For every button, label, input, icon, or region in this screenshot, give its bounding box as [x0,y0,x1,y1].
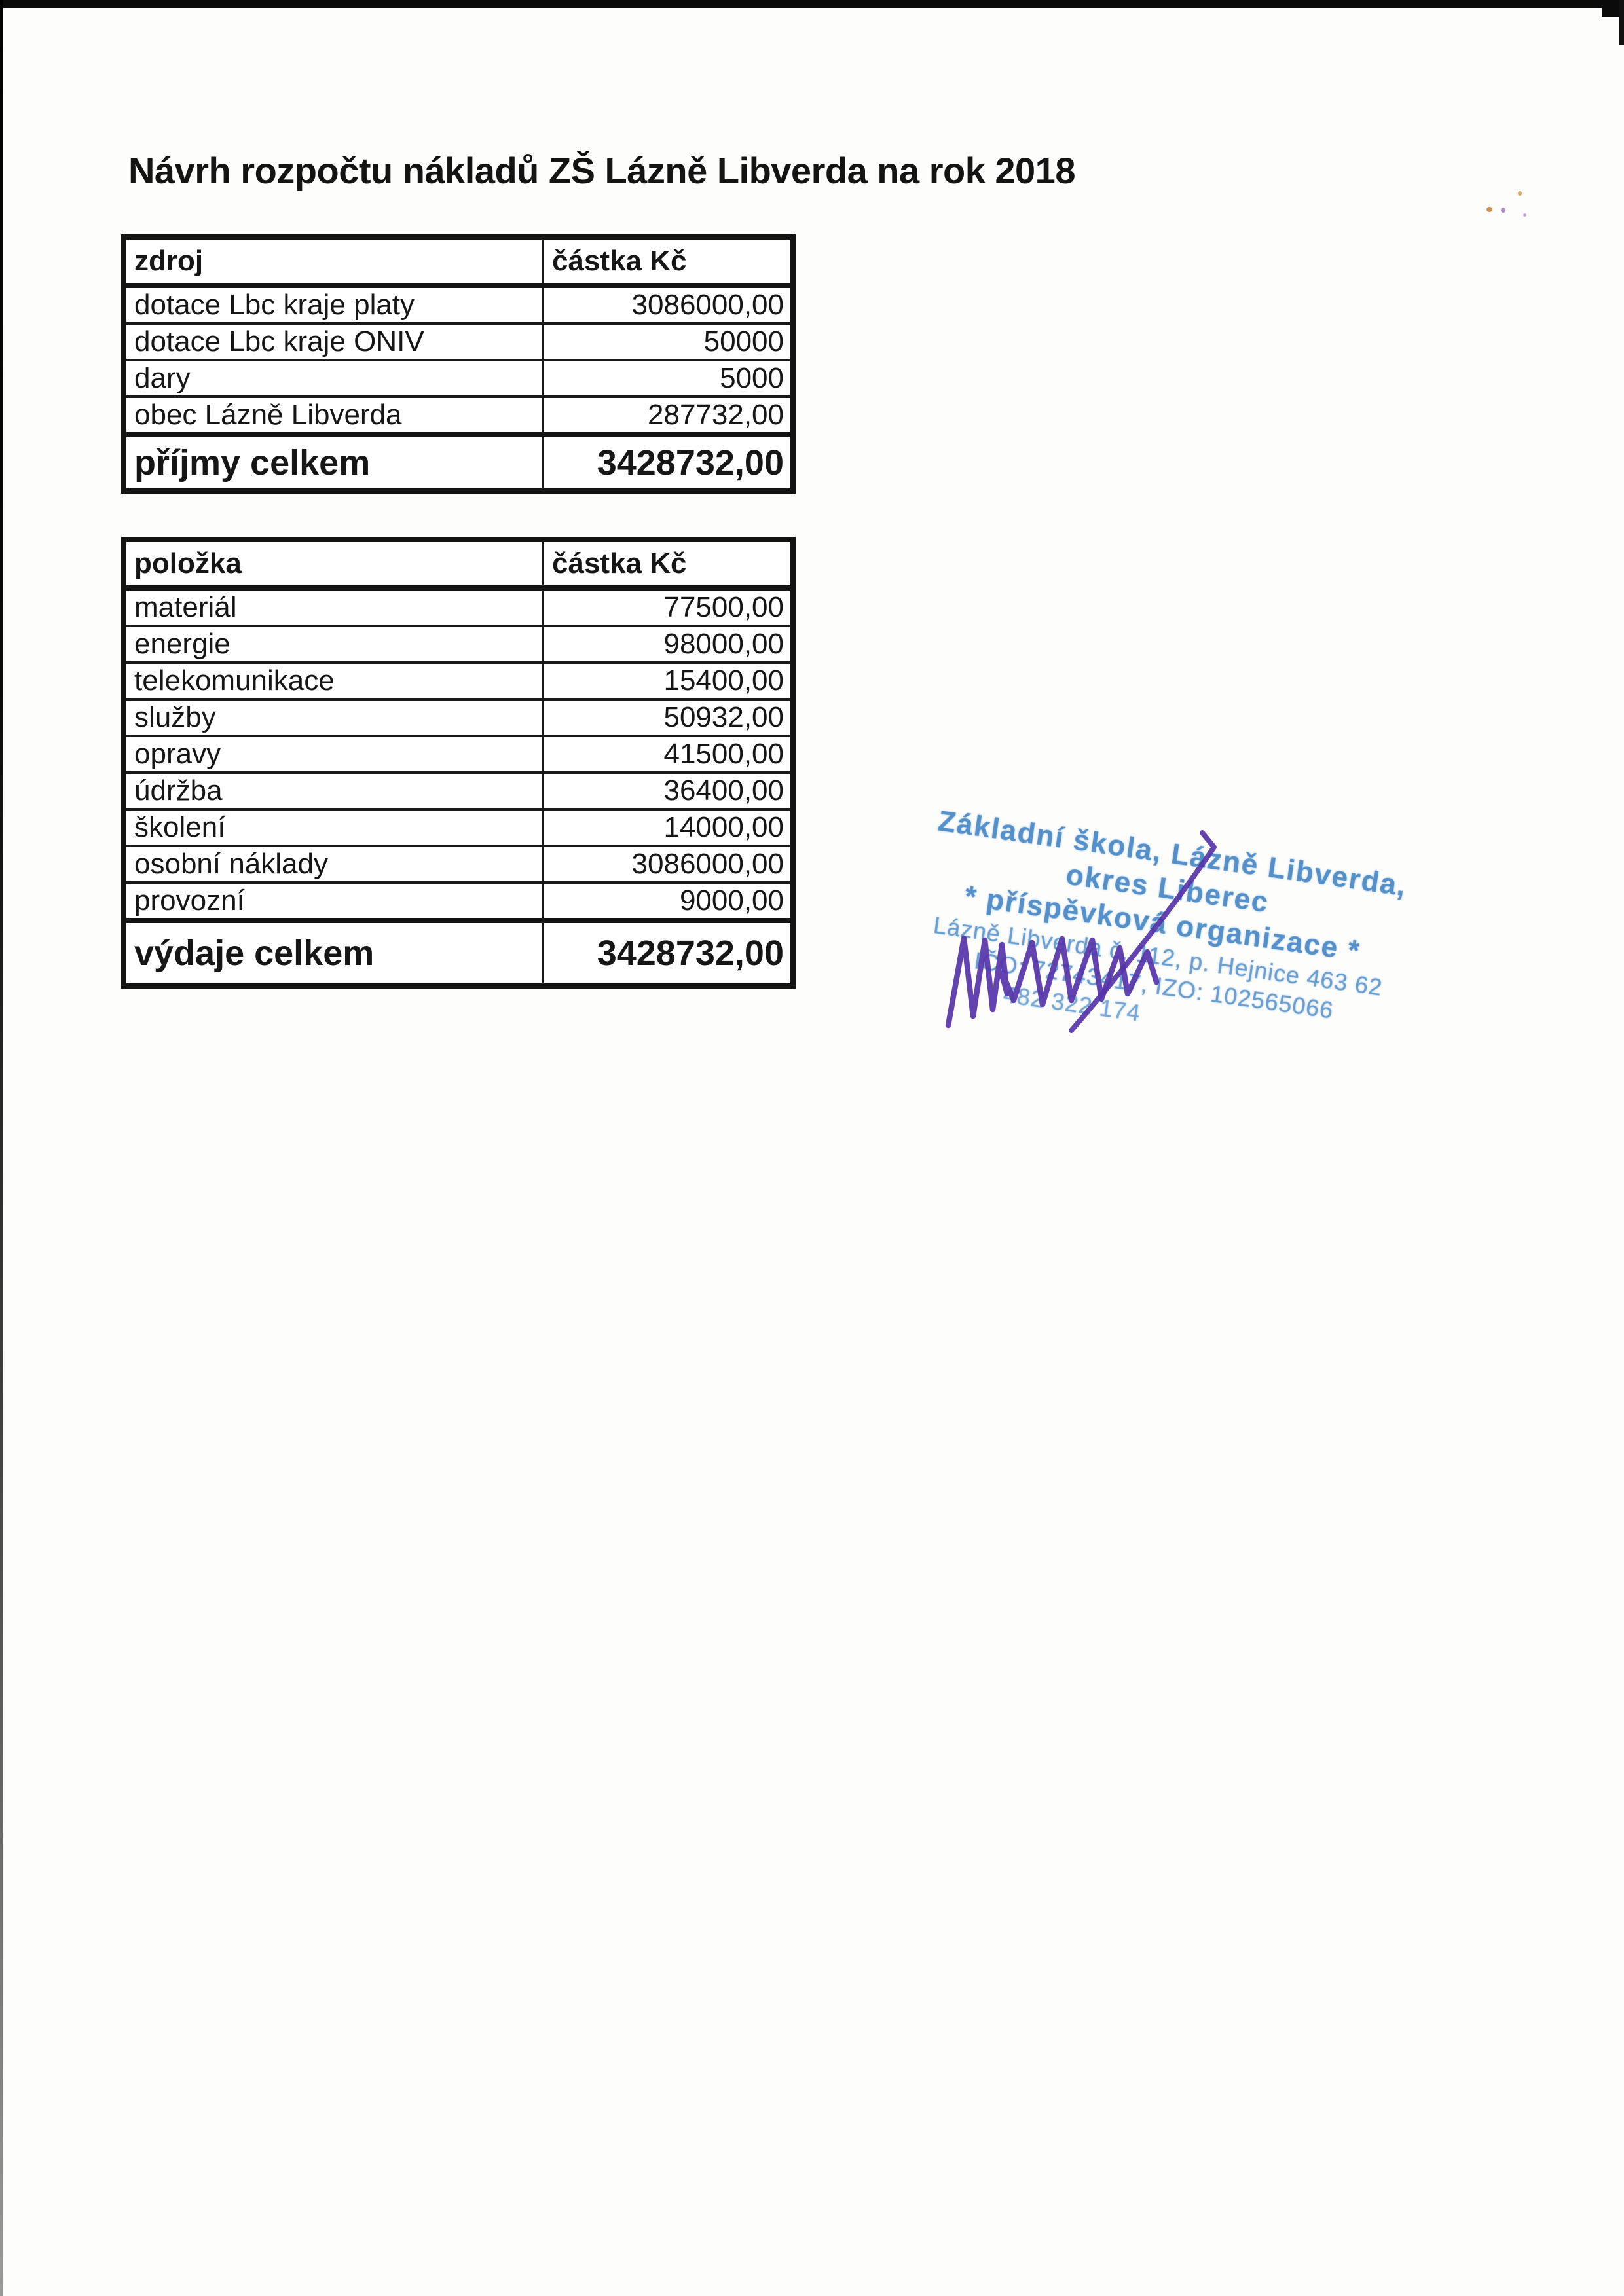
expense-table: položka částka Kč materiál 77500,00 ener… [121,537,796,989]
income-table-header-amount: částka Kč [542,240,790,283]
row-label: školení [134,811,226,843]
row-label: údržba [134,774,223,807]
expense-table-rows: materiál 77500,00 energie 98000,00 telek… [126,591,790,918]
table-row: dotace Lbc kraje ONIV 50000 [126,322,790,359]
expense-table-header-row: položka částka Kč [126,542,790,591]
row-label: telekomunikace [134,665,335,697]
row-value: 5000 [542,361,790,395]
income-table-header-source: zdroj [134,245,204,277]
income-table-rows: dotace Lbc kraje platy 3086000,00 dotace… [126,288,790,432]
table-row: osobní náklady 3086000,00 [126,845,790,881]
row-label: dotace Lbc kraje ONIV [134,325,424,357]
scan-artifact-right-edge [1619,0,1624,45]
row-value: 15400,00 [542,664,790,698]
row-label: opravy [134,738,221,770]
expense-total-value: 3428732,00 [542,923,790,983]
table-row: dotace Lbc kraje platy 3086000,00 [126,288,790,322]
scan-speck [1518,191,1522,196]
row-value: 3086000,00 [542,847,790,881]
row-value: 41500,00 [542,737,790,771]
row-label: obec Lázně Libverda [134,399,402,431]
signature-cross-stroke [1069,830,1217,1033]
table-row: služby 50932,00 [126,698,790,735]
table-row: energie 98000,00 [126,625,790,661]
row-value: 14000,00 [542,811,790,845]
row-label: dotace Lbc kraje platy [134,289,415,321]
row-label: osobní náklady [134,848,328,880]
row-value: 287732,00 [542,398,790,432]
row-label: služby [134,701,216,733]
scan-artifact-top-bar [0,0,1624,8]
scan-speck [1486,207,1492,212]
row-value: 9000,00 [542,884,790,918]
handwritten-signature [945,830,1217,1033]
income-table-total-row: příjmy celkem 3428732,00 [126,432,790,488]
expense-total-label: výdaje celkem [134,934,375,973]
row-label: dary [134,362,191,394]
row-label: materiál [134,591,237,623]
table-row: opravy 41500,00 [126,735,790,771]
table-row: provozní 9000,00 [126,881,790,918]
row-value: 3086000,00 [542,288,790,322]
income-total-label: příjmy celkem [134,443,371,483]
scan-speck [1523,213,1526,217]
expense-table-header-item: položka [134,547,242,579]
table-row: telekomunikace 15400,00 [126,661,790,698]
row-value: 98000,00 [542,627,790,661]
table-row: školení 14000,00 [126,808,790,845]
scan-artifact-left-edge [0,0,3,2296]
row-value: 50932,00 [542,701,790,735]
scan-speck [1501,208,1505,213]
page-title: Návrh rozpočtu nákladů ZŠ Lázně Libverda… [128,150,1075,191]
row-value: 36400,00 [542,774,790,808]
signature-zigzag-stroke [945,935,1160,1029]
row-label: energie [134,628,231,660]
income-total-value: 3428732,00 [542,437,790,488]
row-value: 77500,00 [542,591,790,625]
row-value: 50000 [542,325,790,359]
income-table: zdroj částka Kč dotace Lbc kraje platy 3… [121,234,796,494]
expense-table-header-amount: částka Kč [542,542,790,585]
table-row: obec Lázně Libverda 287732,00 [126,395,790,432]
income-table-header-row: zdroj částka Kč [126,240,790,288]
table-row: materiál 77500,00 [126,591,790,625]
table-row: údržba 36400,00 [126,771,790,808]
row-label: provozní [134,884,245,917]
expense-table-total-row: výdaje celkem 3428732,00 [126,918,790,983]
table-row: dary 5000 [126,359,790,395]
